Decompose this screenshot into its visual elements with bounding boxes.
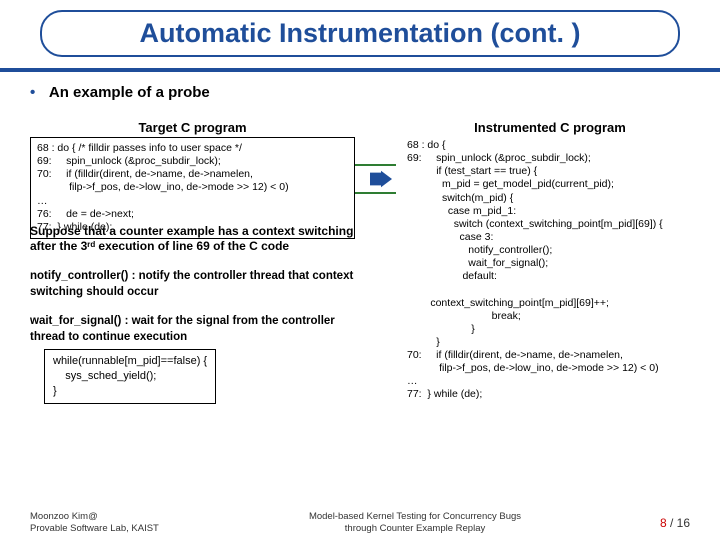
instrumented-code: 68 : do { 69: spin_unlock (&proc_subdir_… <box>405 137 695 404</box>
page-number: 8 / 16 <box>660 516 690 530</box>
wait-def: wait_for_signal() : wait for the signal … <box>30 314 355 345</box>
suppose-text: Suppose that a counter example has a con… <box>30 224 355 255</box>
inner-code-box: while(runnable[m_pid]==false) { sys_sche… <box>44 349 216 404</box>
bullet-text: An example of a probe <box>49 84 210 101</box>
notify-def: notify_controller() : notify the control… <box>30 269 355 300</box>
bullet-dot: • <box>30 84 35 101</box>
arrow-icon <box>370 170 392 188</box>
bullet-line: • An example of a probe <box>30 84 210 101</box>
page-sep: / <box>667 516 677 530</box>
left-heading: Target C program <box>30 120 355 135</box>
page-total: 16 <box>677 516 690 530</box>
right-heading: Instrumented C program <box>405 120 695 135</box>
footer-author: Moonzoo Kim@ Provable Software Lab, KAIS… <box>30 511 159 534</box>
right-column: Instrumented C program 68 : do { 69: spi… <box>405 120 695 404</box>
footer-title: Model-based Kernel Testing for Concurren… <box>260 511 570 534</box>
page-current: 8 <box>660 516 667 530</box>
title-underline <box>0 68 720 72</box>
slide-title: Automatic Instrumentation (cont. ) <box>40 10 680 57</box>
left-column: Target C program 68 : do { /* filldir pa… <box>30 120 355 404</box>
